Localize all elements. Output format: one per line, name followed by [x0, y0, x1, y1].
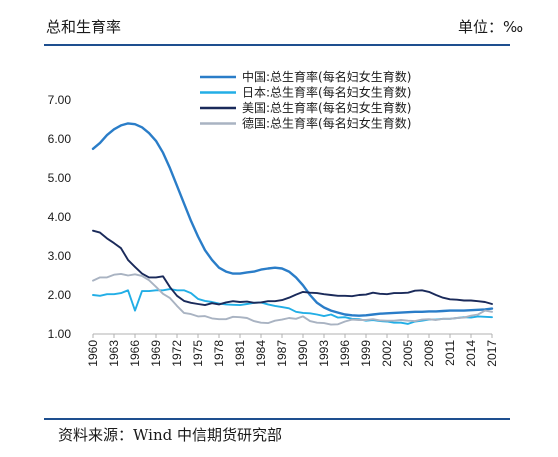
chart-title: 总和生育率 [46, 18, 122, 36]
legend-label-3: 德国:总生育率(每名妇女生育数) [242, 116, 411, 131]
chart-header: 总和生育率 单位：‰ [0, 0, 558, 46]
legend: 中国:总生育率(每名妇女生育数)日本:总生育率(每名妇女生育数)美国:总生育率(… [200, 69, 411, 131]
x-tick-label: 1990 [296, 340, 310, 367]
y-tick-label: 7.00 [48, 93, 72, 107]
x-tick-label: 1963 [107, 340, 121, 367]
x-tick-label: 2008 [422, 340, 436, 367]
x-tick-label: 1999 [359, 340, 373, 367]
y-tick-label: 6.00 [48, 132, 72, 146]
legend-label-2: 美国:总生育率(每名妇女生育数) [242, 100, 411, 115]
y-tick-label: 4.00 [48, 210, 72, 224]
series-line-0 [91, 122, 494, 317]
x-tick-label: 1960 [86, 340, 100, 367]
x-tick-label: 2011 [443, 340, 457, 366]
x-tick-label: 1975 [191, 340, 205, 367]
y-tick-label: 5.00 [48, 171, 72, 185]
x-tick-label: 1981 [233, 340, 247, 367]
x-tick-label: 1987 [275, 340, 289, 367]
y-tick-label: 2.00 [48, 288, 72, 302]
header-rule [44, 44, 510, 46]
axes: 1.00 2.00 3.00 4.00 5.00 6.00 7.00 1960 1963 1966… [48, 93, 499, 367]
x-tick-label: 1966 [128, 340, 142, 367]
x-tick-label: 1972 [170, 340, 184, 367]
x-tick-label: 2017 [485, 340, 499, 367]
plot-lines [91, 122, 494, 326]
footer-rule [44, 418, 510, 420]
x-tick-label: 1978 [212, 340, 226, 367]
x-tick-label: 1996 [338, 340, 352, 367]
x-tick-label: 1969 [149, 340, 163, 367]
legend-label-1: 日本:总生育率(每名妇女生育数) [242, 85, 411, 100]
series-line-2 [92, 229, 493, 307]
legend-label-0: 中国:总生育率(每名妇女生育数) [242, 69, 411, 84]
x-tick-label: 2014 [464, 340, 478, 367]
source-note: 资料来源：Wind 中信期货研究部 [58, 426, 282, 444]
y-tick-label: 3.00 [48, 249, 72, 263]
x-tick-label: 1984 [254, 340, 268, 367]
y-tick-label: 1.00 [48, 327, 72, 341]
x-tick-label: 2005 [401, 340, 415, 367]
unit-label: 单位：‰ [458, 18, 524, 36]
x-tick-label: 2002 [380, 340, 394, 367]
series-line-3 [92, 272, 493, 326]
x-tick-label: 1993 [317, 340, 331, 367]
